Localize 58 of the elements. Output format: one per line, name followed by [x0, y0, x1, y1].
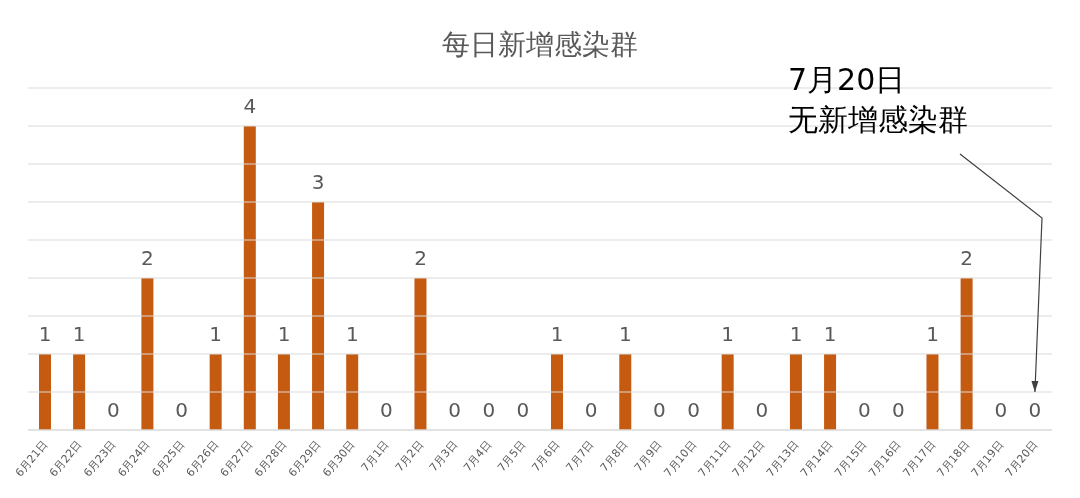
data-label: 0 — [515, 398, 531, 422]
data-label: 0 — [1027, 398, 1043, 422]
chart-title: 每日新增感染群 — [442, 28, 638, 61]
data-label: 1 — [37, 322, 53, 346]
bar — [209, 354, 222, 430]
data-label: 1 — [617, 322, 633, 346]
bar — [824, 354, 837, 430]
data-label: 2 — [140, 246, 155, 270]
x-tick-label: 7月3日 — [426, 438, 461, 475]
data-label: 2 — [959, 246, 974, 270]
bar — [39, 354, 51, 430]
data-label: 1 — [71, 322, 87, 346]
x-tick-label: 7月7日 — [563, 438, 597, 475]
x-tick-label: 7月2日 — [392, 438, 426, 475]
bar — [619, 354, 632, 430]
data-label: 0 — [891, 398, 906, 422]
data-label: 0 — [481, 398, 497, 422]
bar — [789, 354, 802, 430]
data-label: 1 — [276, 322, 292, 346]
bar — [926, 354, 939, 430]
bar — [414, 278, 427, 430]
data-label: 0 — [174, 398, 189, 422]
data-label: 4 — [242, 94, 258, 118]
x-tick-label: 7月20日 — [1002, 438, 1041, 480]
data-label: 1 — [822, 322, 838, 346]
data-label: 1 — [925, 322, 940, 346]
bar — [721, 354, 734, 430]
bar — [312, 202, 325, 430]
x-tick-label: 7月6日 — [529, 438, 563, 475]
data-label: 0 — [856, 398, 872, 422]
bar — [960, 278, 973, 430]
annotation: 7月20日 — [788, 61, 906, 99]
bar — [277, 354, 290, 430]
data-label: 0 — [686, 398, 701, 422]
x-tick-label: 7月8日 — [597, 438, 631, 475]
bar — [346, 354, 359, 430]
data-label: 2 — [413, 246, 428, 270]
data-label: 0 — [993, 398, 1009, 422]
x-tick-label: 7月4日 — [461, 438, 495, 475]
data-label: 0 — [583, 398, 599, 422]
data-label: 0 — [754, 398, 770, 422]
data-label: 1 — [549, 322, 565, 346]
data-label: 1 — [720, 322, 736, 346]
data-label: 1 — [788, 322, 804, 346]
data-label: 1 — [208, 322, 224, 346]
data-label: 1 — [344, 322, 360, 346]
x-tick-label: 7月1日 — [358, 438, 392, 475]
annotation: 无新增感染群 — [788, 101, 968, 139]
data-label: 3 — [310, 170, 326, 194]
x-tick-label: 7月5日 — [495, 438, 529, 475]
data-label: 0 — [379, 398, 394, 422]
bar — [551, 354, 563, 430]
data-label: 0 — [105, 398, 121, 422]
data-label: 0 — [447, 398, 462, 422]
bar — [141, 278, 154, 430]
bar — [243, 126, 256, 430]
data-label: 0 — [652, 398, 667, 422]
bar — [73, 354, 86, 430]
